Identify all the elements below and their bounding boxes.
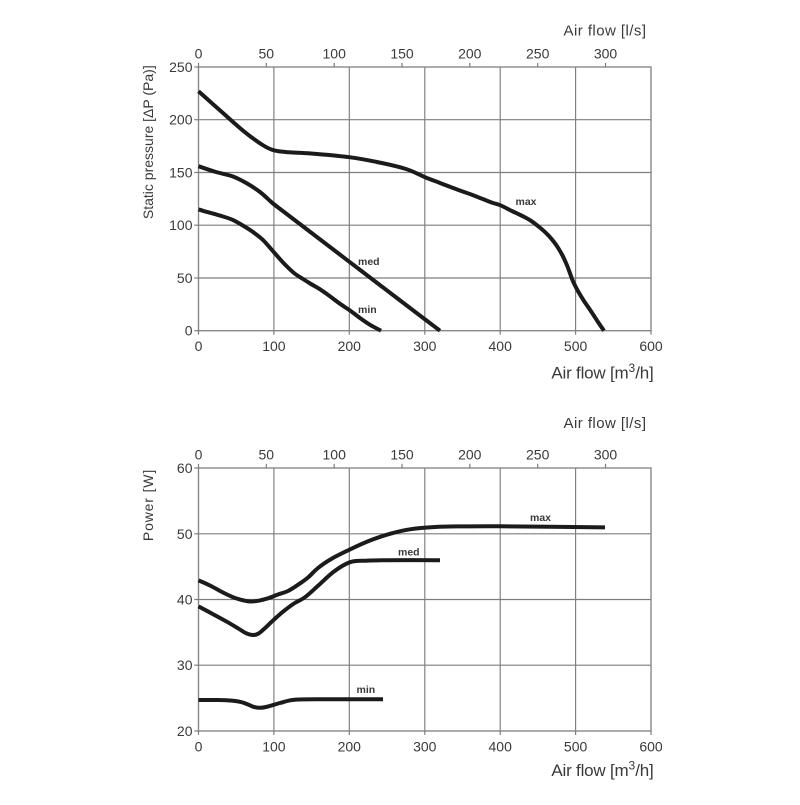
svg-text:300: 300 [594,46,618,62]
svg-text:0: 0 [195,739,203,755]
svg-text:200: 200 [338,338,362,354]
svg-text:Air flow [m3/h]: Air flow [m3/h] [551,759,653,781]
svg-text:0: 0 [195,46,203,62]
svg-text:100: 100 [262,338,286,354]
svg-text:Static pressure [ΔP (Pa)]: Static pressure [ΔP (Pa)] [140,65,156,219]
svg-text:50: 50 [259,447,275,463]
svg-text:0: 0 [185,323,193,339]
svg-text:Air flow [m3/h]: Air flow [m3/h] [551,361,653,383]
svg-text:50: 50 [177,270,193,286]
svg-text:min: min [358,304,377,316]
svg-text:200: 200 [338,739,362,755]
svg-text:Air flow [l/s]: Air flow [l/s] [564,415,647,432]
svg-text:150: 150 [169,165,193,181]
svg-text:200: 200 [458,46,482,62]
svg-text:med: med [358,256,380,268]
svg-text:600: 600 [639,338,663,354]
svg-text:250: 250 [526,46,550,62]
svg-text:med: med [398,547,420,559]
svg-text:0: 0 [195,338,203,354]
svg-text:100: 100 [323,447,347,463]
svg-text:150: 150 [390,447,414,463]
svg-text:300: 300 [413,739,437,755]
svg-text:Air flow [l/s]: Air flow [l/s] [564,23,647,40]
svg-text:150: 150 [390,46,414,62]
svg-text:600: 600 [639,739,663,755]
svg-text:40: 40 [177,592,193,608]
svg-text:200: 200 [458,447,482,463]
svg-text:20: 20 [177,723,193,739]
svg-text:400: 400 [489,338,513,354]
svg-text:0: 0 [195,447,203,463]
svg-text:max: max [516,196,537,208]
svg-text:300: 300 [594,447,618,463]
svg-text:200: 200 [169,112,193,128]
svg-text:500: 500 [564,338,588,354]
svg-text:max: max [530,512,551,524]
svg-text:500: 500 [564,739,588,755]
svg-text:min: min [357,684,376,696]
svg-text:300: 300 [413,338,437,354]
svg-text:400: 400 [489,739,513,755]
svg-text:50: 50 [259,46,275,62]
svg-text:100: 100 [262,739,286,755]
svg-text:50: 50 [177,526,193,542]
svg-text:250: 250 [169,59,193,75]
svg-text:60: 60 [177,460,193,476]
svg-text:250: 250 [526,447,550,463]
svg-text:100: 100 [169,217,193,233]
svg-text:100: 100 [323,46,347,62]
svg-text:Power [W]: Power [W] [140,469,156,541]
svg-text:30: 30 [177,657,193,673]
